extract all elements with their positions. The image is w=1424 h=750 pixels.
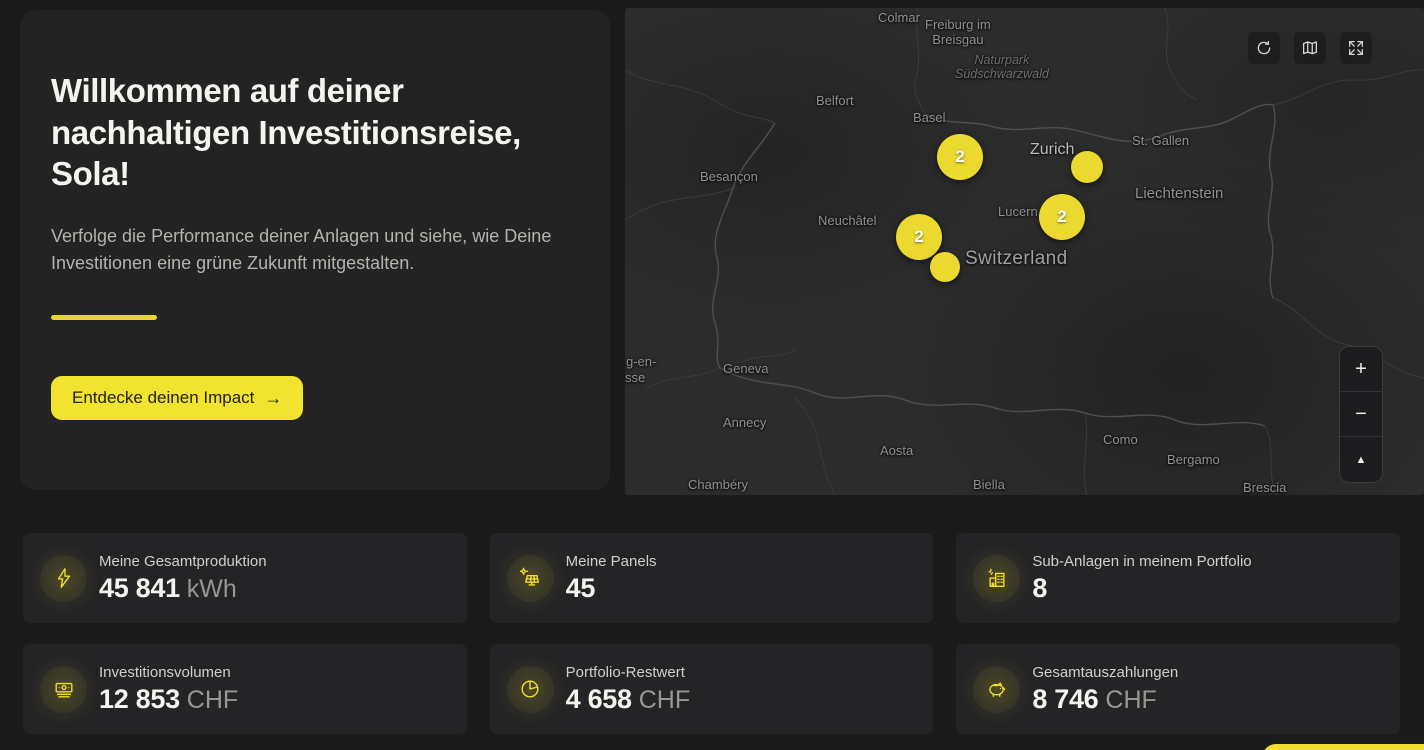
stat-icon-badge [40, 665, 87, 713]
zoom-in-button[interactable]: + [1340, 347, 1382, 392]
map-marker[interactable] [1071, 151, 1103, 183]
stat-label: Meine Panels [565, 552, 657, 570]
map-cluster-marker[interactable]: 2 [896, 214, 942, 260]
stat-icon-badge [506, 665, 554, 713]
stat-label: Gesamtauszahlungen [1032, 663, 1179, 681]
stat-card-total-production: Meine Gesamtproduktion 45 841 kWh [23, 533, 467, 623]
refresh-map-button[interactable] [1248, 32, 1280, 64]
stat-unit: CHF [1105, 685, 1157, 714]
stat-icon-badge [973, 665, 1021, 713]
stat-label: Meine Gesamtproduktion [99, 552, 267, 570]
welcome-subtitle: Verfolge die Performance deiner Anlagen … [51, 225, 552, 274]
stat-card-portfolio-residual: Portfolio-Restwert 4 658 CHF [489, 644, 934, 734]
stat-card-investment-volume: Investitionsvolumen 12 853 CHF [23, 644, 467, 734]
map-cluster-marker[interactable]: 2 [1039, 194, 1085, 240]
stat-value: 12 853 [99, 683, 180, 714]
zoom-out-button[interactable]: − [1340, 392, 1382, 437]
stat-value: 8 746 [1032, 683, 1099, 714]
compass-button[interactable]: ▲ [1340, 437, 1382, 482]
stat-value: 8 [1032, 572, 1048, 603]
building-icon [988, 568, 1005, 587]
stat-unit: CHF [638, 685, 691, 714]
lightning-icon [57, 568, 70, 588]
map-zoom-controls: + − ▲ [1339, 346, 1383, 483]
discover-impact-label: Entdecke deinen Impact [72, 388, 255, 407]
arrow-right-icon: → [264, 387, 283, 408]
stat-value: 4 658 [565, 683, 632, 714]
stat-unit: CHF [186, 685, 239, 714]
stat-card-panels: Meine Panels 45 [489, 533, 934, 623]
fullscreen-icon [1348, 40, 1364, 56]
installations-map[interactable]: Colmar Freiburg im Breisgau Naturpark Süds… [625, 8, 1424, 495]
stat-icon-badge [40, 554, 87, 602]
map-marker[interactable] [930, 252, 960, 282]
stat-icon-badge [973, 554, 1021, 602]
stat-label: Sub-Anlagen in meinem Portfolio [1032, 552, 1252, 570]
accent-divider [51, 315, 157, 321]
pie-chart-icon [521, 680, 539, 698]
refresh-icon [1257, 40, 1271, 55]
page-title: Willkommen auf deiner nachhaltigen Inves… [51, 72, 521, 193]
banknote-icon [55, 682, 72, 698]
map-cluster-marker[interactable]: 2 [937, 134, 983, 180]
stat-value: 45 [565, 572, 596, 603]
floating-action-peek[interactable] [1262, 744, 1424, 750]
stat-card-total-payouts: Gesamtauszahlungen 8 746 CHF [956, 644, 1400, 734]
piggy-bank-icon [989, 682, 1006, 697]
stat-unit: kWh [186, 574, 237, 603]
welcome-card: Willkommen auf deiner nachhaltigen Inves… [20, 10, 610, 490]
stat-label: Investitionsvolumen [99, 663, 231, 681]
map-icon [1302, 41, 1318, 55]
solar-panel-icon [520, 567, 540, 586]
stat-value: 45 841 [99, 572, 180, 603]
map-toolbar [1248, 32, 1372, 64]
stat-icon-badge [506, 554, 554, 602]
map-layers-button[interactable] [1294, 32, 1326, 64]
map-borders-svg [625, 8, 1424, 495]
stats-grid: Meine Gesamtproduktion 45 841 kWh Meine … [23, 533, 1400, 734]
stat-card-sub-installations: Sub-Anlagen in meinem Portfolio 8 [956, 533, 1400, 623]
discover-impact-button[interactable]: Entdecke deinen Impact → [51, 376, 304, 420]
stat-label: Portfolio-Restwert [565, 663, 685, 681]
fullscreen-map-button[interactable] [1340, 32, 1372, 64]
